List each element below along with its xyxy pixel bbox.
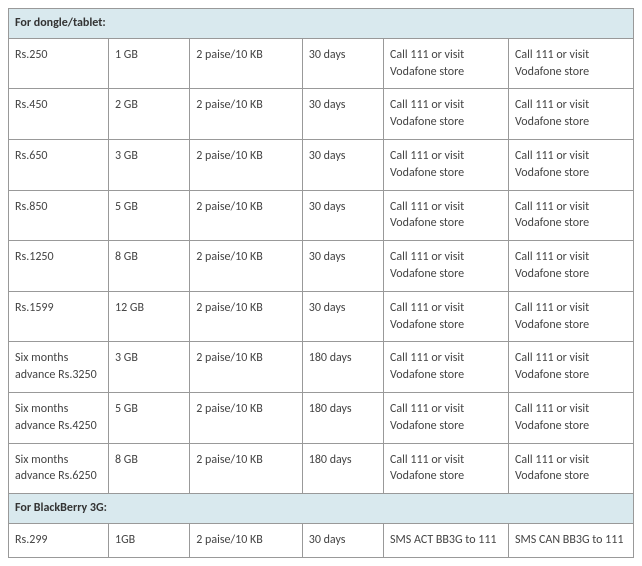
cell-rate: 2 paise/10 KB	[190, 342, 303, 393]
cell-price: Rs.650	[9, 139, 109, 190]
cell-validity: 30 days	[302, 38, 383, 89]
cell-data: 3 GB	[109, 139, 190, 190]
table-row: Rs.4502 GB2 paise/10 KB30 daysCall 111 o…	[9, 89, 634, 140]
cell-deactivate: Call 111 or visit Vodafone store	[509, 443, 634, 494]
section-header-row: For BlackBerry 3G:	[9, 494, 634, 524]
cell-rate: 2 paise/10 KB	[190, 139, 303, 190]
cell-validity: 30 days	[302, 291, 383, 342]
cell-activate: Call 111 or visit Vodafone store	[384, 342, 509, 393]
cell-deactivate: Call 111 or visit Vodafone store	[509, 241, 634, 292]
cell-activate: Call 111 or visit Vodafone store	[384, 443, 509, 494]
cell-deactivate: Call 111 or visit Vodafone store	[509, 342, 634, 393]
cell-rate: 2 paise/10 KB	[190, 443, 303, 494]
cell-price: Six months advance Rs.4250	[9, 392, 109, 443]
cell-data: 12 GB	[109, 291, 190, 342]
cell-price: Six months advance Rs.3250	[9, 342, 109, 393]
cell-price: Rs.450	[9, 89, 109, 140]
section-header-cell: For dongle/tablet:	[9, 9, 634, 39]
table-row: Rs.6503 GB2 paise/10 KB30 daysCall 111 o…	[9, 139, 634, 190]
cell-deactivate: SMS CAN BB3G to 111	[509, 523, 634, 557]
cell-validity: 30 days	[302, 190, 383, 241]
cell-data: 2 GB	[109, 89, 190, 140]
cell-validity: 180 days	[302, 443, 383, 494]
cell-activate: Call 111 or visit Vodafone store	[384, 38, 509, 89]
table-row: Rs.2991GB2 paise/10 KB30 daysSMS ACT BB3…	[9, 523, 634, 557]
cell-rate: 2 paise/10 KB	[190, 523, 303, 557]
cell-validity: 30 days	[302, 523, 383, 557]
table-row: Six months advance Rs.42505 GB2 paise/10…	[9, 392, 634, 443]
cell-rate: 2 paise/10 KB	[190, 392, 303, 443]
cell-activate: Call 111 or visit Vodafone store	[384, 291, 509, 342]
cell-validity: 180 days	[302, 342, 383, 393]
cell-validity: 30 days	[302, 139, 383, 190]
cell-price: Rs.1599	[9, 291, 109, 342]
cell-data: 8 GB	[109, 443, 190, 494]
cell-price: Rs.250	[9, 38, 109, 89]
cell-data: 5 GB	[109, 190, 190, 241]
cell-activate: Call 111 or visit Vodafone store	[384, 392, 509, 443]
cell-activate: SMS ACT BB3G to 111	[384, 523, 509, 557]
cell-price: Rs.1250	[9, 241, 109, 292]
pricing-table: For dongle/tablet:Rs.2501 GB2 paise/10 K…	[8, 8, 634, 558]
cell-activate: Call 111 or visit Vodafone store	[384, 190, 509, 241]
cell-activate: Call 111 or visit Vodafone store	[384, 139, 509, 190]
table-row: Rs.8505 GB2 paise/10 KB30 daysCall 111 o…	[9, 190, 634, 241]
cell-deactivate: Call 111 or visit Vodafone store	[509, 392, 634, 443]
table-row: Six months advance Rs.32503 GB2 paise/10…	[9, 342, 634, 393]
cell-rate: 2 paise/10 KB	[190, 89, 303, 140]
cell-deactivate: Call 111 or visit Vodafone store	[509, 291, 634, 342]
cell-validity: 30 days	[302, 89, 383, 140]
cell-price: Six months advance Rs.6250	[9, 443, 109, 494]
table-row: Rs.2501 GB2 paise/10 KB30 daysCall 111 o…	[9, 38, 634, 89]
cell-rate: 2 paise/10 KB	[190, 190, 303, 241]
cell-deactivate: Call 111 or visit Vodafone store	[509, 38, 634, 89]
cell-price: Rs.850	[9, 190, 109, 241]
cell-activate: Call 111 or visit Vodafone store	[384, 89, 509, 140]
cell-rate: 2 paise/10 KB	[190, 38, 303, 89]
table-row: Rs.12508 GB2 paise/10 KB30 daysCall 111 …	[9, 241, 634, 292]
cell-deactivate: Call 111 or visit Vodafone store	[509, 89, 634, 140]
table-row: Six months advance Rs.62508 GB2 paise/10…	[9, 443, 634, 494]
cell-activate: Call 111 or visit Vodafone store	[384, 241, 509, 292]
cell-rate: 2 paise/10 KB	[190, 241, 303, 292]
cell-data: 1 GB	[109, 38, 190, 89]
cell-deactivate: Call 111 or visit Vodafone store	[509, 139, 634, 190]
cell-data: 5 GB	[109, 392, 190, 443]
cell-validity: 30 days	[302, 241, 383, 292]
cell-validity: 180 days	[302, 392, 383, 443]
cell-data: 3 GB	[109, 342, 190, 393]
section-header-row: For dongle/tablet:	[9, 9, 634, 39]
cell-price: Rs.299	[9, 523, 109, 557]
table-row: Rs.159912 GB2 paise/10 KB30 daysCall 111…	[9, 291, 634, 342]
cell-rate: 2 paise/10 KB	[190, 291, 303, 342]
cell-deactivate: Call 111 or visit Vodafone store	[509, 190, 634, 241]
section-header-cell: For BlackBerry 3G:	[9, 494, 634, 524]
cell-data: 1GB	[109, 523, 190, 557]
cell-data: 8 GB	[109, 241, 190, 292]
